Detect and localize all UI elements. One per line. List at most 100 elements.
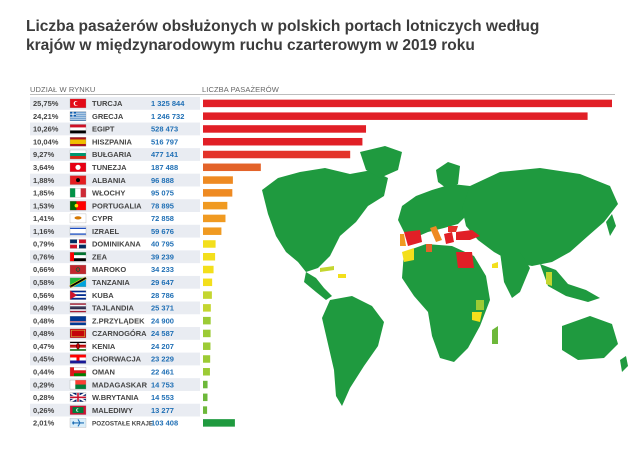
table-row: 0,79% DOMINIKANA 40 795	[33, 239, 216, 249]
table-row: 0,47% KENIA 24 207	[33, 341, 211, 351]
table-row: 3,64% TUNEZJA 187 488	[33, 162, 261, 172]
table-row: 9,27% BUŁGARIA 477 141	[30, 148, 351, 161]
bar	[203, 406, 208, 414]
bar	[203, 393, 208, 402]
value-label: 96 888	[151, 176, 174, 185]
row-stripe	[30, 250, 200, 264]
value-label: 22 461	[151, 367, 174, 376]
bar	[203, 291, 212, 299]
value-label: 24 900	[151, 316, 174, 325]
other-plane-flag-icon	[69, 418, 87, 428]
egypt-flag-icon	[69, 124, 87, 134]
map-africa	[402, 244, 490, 362]
map-north-america	[262, 168, 388, 272]
map-new-zealand	[620, 356, 628, 372]
bar	[203, 419, 235, 427]
table-row: 1,53% PORTUGALIA 78 895	[30, 199, 228, 213]
country-label: CHORWACJA	[92, 355, 142, 364]
table-row: 10,26% EGIPT 528 473	[30, 122, 367, 136]
bar	[203, 316, 211, 325]
map-scandinavia	[436, 162, 460, 188]
croatia-flag-icon	[69, 354, 87, 364]
table-row: 24,21% GRECJA 1 246 732	[33, 111, 588, 121]
country-label: IZRAEL	[92, 227, 120, 236]
bar-rows: 25,75% TURCJA 1 325 844 24,21% GRECJA 1 246 7…	[30, 97, 612, 428]
greece-flag-icon	[69, 111, 87, 121]
bar	[203, 214, 226, 223]
share-label: 0,76%	[33, 252, 55, 261]
map-greece	[444, 232, 454, 244]
bar	[203, 112, 588, 120]
country-label: KUBA	[92, 291, 114, 300]
map-thailand	[546, 272, 552, 286]
value-label: 23 229	[151, 355, 174, 364]
share-label: 25,75%	[33, 99, 59, 108]
country-label: MAROKO	[92, 265, 126, 274]
country-label: W.BRYTANIA	[92, 393, 139, 402]
bar	[203, 253, 216, 261]
map-italy	[430, 226, 442, 242]
tanzania-flag-icon	[69, 276, 87, 289]
value-label: 477 141	[151, 150, 178, 159]
chart-title: Liczba pasażerów obsłużonych w polskich …	[26, 18, 540, 54]
bar	[203, 342, 211, 350]
portugal-flag-icon	[69, 200, 87, 211]
country-label: TUNEZJA	[92, 163, 127, 172]
table-row: 0,26% MALEDIWY 13 277	[30, 403, 208, 417]
bar	[203, 380, 208, 389]
oman-flag-icon	[69, 367, 87, 377]
map-india	[500, 252, 530, 298]
value-label: 1 246 732	[151, 112, 184, 121]
value-label: 72 858	[151, 214, 174, 223]
table-row: 0,29% MADAGASKAR 14 753	[30, 378, 208, 391]
value-label: 528 473	[151, 125, 178, 134]
bar	[203, 278, 213, 287]
country-label: KENIA	[92, 342, 116, 351]
bar	[203, 265, 214, 274]
country-label: CYPR	[92, 214, 113, 223]
country-label: EGIPT	[92, 125, 115, 134]
bar	[203, 201, 228, 210]
country-label: DOMINIKANA	[92, 240, 141, 249]
share-label: 3,64%	[33, 163, 55, 172]
value-label: 516 797	[151, 137, 178, 146]
share-label: 0,26%	[33, 406, 55, 415]
header-divider	[30, 94, 615, 95]
morocco-flag-icon	[69, 264, 87, 275]
country-label: WŁOCHY	[92, 189, 125, 198]
table-row: 0,56% KUBA 28 786	[33, 290, 212, 300]
bar	[203, 240, 216, 248]
share-label: 0,29%	[33, 380, 55, 389]
country-label: TANZANIA	[92, 278, 130, 287]
cuba-flag-icon	[69, 290, 87, 300]
map-tanzania	[472, 312, 482, 322]
share-label: 0,28%	[33, 393, 55, 402]
value-label: 14 553	[151, 393, 174, 402]
map-dominican	[338, 274, 346, 278]
value-label: 103 408	[151, 419, 178, 428]
value-label: 59 676	[151, 227, 174, 236]
value-label: 14 753	[151, 380, 174, 389]
thailand-flag-icon	[69, 303, 87, 313]
share-label: 9,27%	[33, 150, 55, 159]
table-row: 10,04% HISZPANIA 516 797	[33, 137, 363, 146]
country-label: CZARNOGÓRA	[92, 329, 147, 338]
table-row: 0,48% CZARNOGÓRA 24 587	[30, 327, 211, 340]
dominican-flag-icon	[69, 239, 87, 249]
map-central-america	[304, 272, 332, 300]
share-column-header: UDZIAŁ W RYNKU	[30, 85, 96, 94]
share-label: 0,58%	[33, 278, 55, 287]
bar	[203, 368, 210, 376]
bar	[203, 329, 211, 338]
share-label: 1,53%	[33, 201, 55, 210]
country-label: POZOSTAŁE KRAJE	[92, 421, 153, 428]
share-label: 0,47%	[33, 342, 55, 351]
kenya-flag-icon	[69, 341, 87, 351]
bar	[203, 150, 351, 159]
bar	[203, 176, 233, 184]
table-row: 1,16% IZRAEL 59 676	[30, 224, 222, 238]
map-egypt	[456, 252, 474, 268]
share-label: 10,26%	[33, 125, 59, 134]
share-label: 0,44%	[33, 367, 55, 376]
value-label: 24 207	[151, 342, 174, 351]
